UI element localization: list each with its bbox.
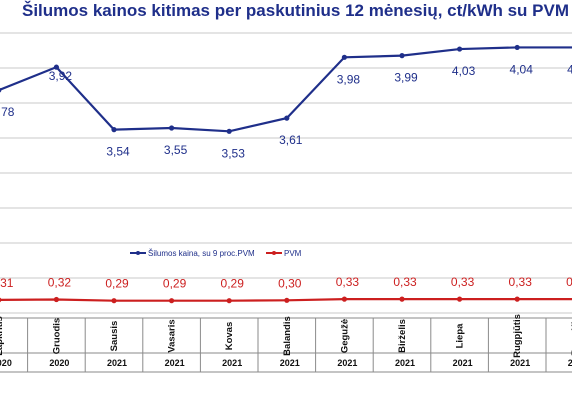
legend-heat-price-label: Šilumos kaina, su 9 proc.PVM xyxy=(148,249,255,258)
month-tick-label-7: Birželis xyxy=(397,319,408,353)
vat-point-2 xyxy=(111,298,117,304)
heat-price-data-label-4: 3,53 xyxy=(222,146,246,160)
month-tick-label-5: Balandis xyxy=(282,316,293,356)
heat-price-data-label-6: 3,98 xyxy=(337,72,361,86)
legend-vat-label: PVM xyxy=(284,249,302,258)
year-tick-label-2: 2021 xyxy=(107,358,127,368)
heat-price-data-label-0: 3,78 xyxy=(0,105,15,119)
heat-price-point-2 xyxy=(111,127,117,133)
vat-data-label-3: 0,29 xyxy=(163,277,187,291)
vat-data-label-5: 0,30 xyxy=(278,276,302,290)
heat-price-data-label-9: 4,04 xyxy=(510,62,534,76)
vat-point-7 xyxy=(399,296,405,302)
heat-price-data-label-2: 3,54 xyxy=(106,145,130,159)
chart-title: Šilumos kainos kitimas per paskutinius 1… xyxy=(22,1,569,20)
vat-data-label-9: 0,33 xyxy=(509,275,533,289)
month-tick-label-4: Kovas xyxy=(224,322,235,351)
heat-price-point-6 xyxy=(341,54,347,60)
year-tick-label-5: 2021 xyxy=(280,358,300,368)
vat-point-3 xyxy=(169,298,175,304)
heat-price-data-label-3: 3,55 xyxy=(164,143,188,157)
year-tick-label-0: 2020 xyxy=(0,358,12,368)
vat-data-label-1: 0,32 xyxy=(48,276,72,290)
vat-point-9 xyxy=(514,296,520,302)
year-tick-label-3: 2021 xyxy=(165,358,185,368)
vat-data-label-4: 0,29 xyxy=(221,277,245,291)
year-tick-label-1: 2020 xyxy=(49,358,69,368)
year-tick-label-9: 2021 xyxy=(510,358,530,368)
vat-point-5 xyxy=(284,297,290,303)
month-tick-label-9: Rugpjūtis xyxy=(512,314,523,358)
year-tick-label-8: 2021 xyxy=(453,358,473,368)
vat-data-label-7: 0,33 xyxy=(393,275,417,289)
heat-price-point-1 xyxy=(53,64,60,70)
month-tick-label-0: Lapkritis xyxy=(0,316,5,356)
month-tick-label-1: Gruodis xyxy=(51,318,62,354)
legend-heat-price-marker xyxy=(136,251,140,255)
heat-price-point-9 xyxy=(514,44,520,51)
year-tick-label-4: 2021 xyxy=(222,358,242,368)
vat-point-1 xyxy=(53,296,60,303)
heat-price-data-label-5: 3,61 xyxy=(279,133,303,147)
year-tick-label-7: 2021 xyxy=(395,358,415,368)
legend-vat-marker xyxy=(272,251,276,255)
heat-price-point-5 xyxy=(284,115,290,121)
heat-price-data-label-10: 4,04 xyxy=(567,62,572,76)
heat-price-point-0 xyxy=(0,87,2,93)
month-tick-label-8: Liepa xyxy=(455,323,466,349)
year-tick-label-6: 2021 xyxy=(337,358,357,368)
month-tick-label-3: Vasaris xyxy=(167,319,178,352)
heat-price-data-label-7: 3,99 xyxy=(394,71,418,85)
vat-data-label-2: 0,29 xyxy=(105,277,129,291)
heat-price-data-label-8: 4,03 xyxy=(452,64,476,78)
vat-data-label-8: 0,33 xyxy=(451,275,475,289)
month-tick-label-6: Gegužė xyxy=(339,319,350,353)
month-tick-label-10: Rugsėjis xyxy=(570,316,572,356)
heat-price-point-3 xyxy=(169,125,175,131)
heat-price-point-4 xyxy=(226,128,232,134)
vat-point-8 xyxy=(457,296,463,302)
vat-data-label-0: 0,31 xyxy=(0,276,14,290)
year-tick-label-10: 2021 xyxy=(568,358,572,368)
heat-price-data-label-1: 3,92 xyxy=(49,69,73,83)
vat-data-label-6: 0,33 xyxy=(336,275,360,289)
month-tick-label-2: Sausis xyxy=(109,321,120,352)
heat-price-point-8 xyxy=(457,46,463,52)
vat-point-0 xyxy=(0,297,2,303)
vat-point-4 xyxy=(226,298,232,304)
vat-data-label-10: 0,33 xyxy=(566,275,572,289)
heat-price-point-7 xyxy=(399,53,405,59)
vat-point-6 xyxy=(341,296,347,302)
